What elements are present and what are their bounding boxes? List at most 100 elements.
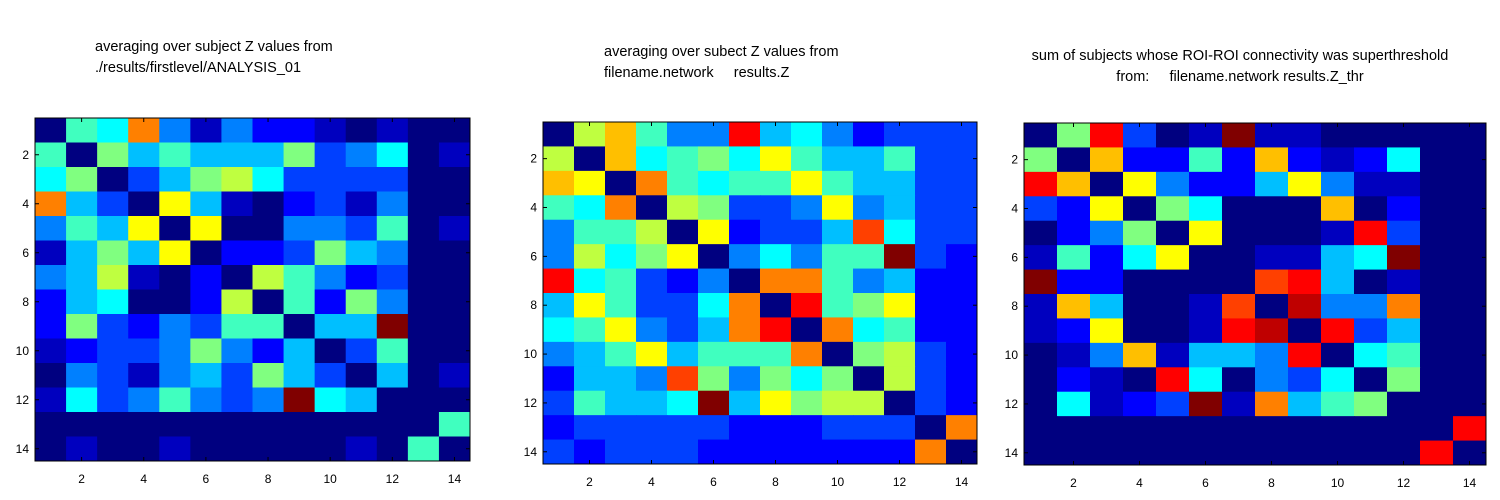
heatmap-cell-r7-c3 xyxy=(1090,269,1124,295)
heatmap-cell-r6-c4 xyxy=(1123,245,1157,271)
heatmap-cell-r3-c1 xyxy=(1024,171,1058,197)
heatmap-cell-r4-c1 xyxy=(543,195,575,221)
heatmap-cell-r2-c4 xyxy=(636,146,668,172)
heatmap-cell-r9-c6 xyxy=(1189,318,1223,344)
heatmap-cell-r13-c1 xyxy=(543,415,575,441)
heatmap-cell-r6-c4 xyxy=(128,240,160,266)
heatmap-cell-r5-c7 xyxy=(221,216,253,241)
heatmap-cell-r8-c3 xyxy=(1090,294,1124,319)
heatmap-cell-r2-c2 xyxy=(1057,147,1091,173)
heatmap-cell-r9-c7 xyxy=(1222,318,1256,344)
heatmap-cell-r4-c10 xyxy=(822,195,854,221)
heatmap-cell-r11-c7 xyxy=(221,363,253,388)
heatmap-cell-r12-c12 xyxy=(884,390,916,416)
heatmap-cell-r8-c12 xyxy=(376,289,409,315)
heatmap-cell-r5-c9 xyxy=(283,216,316,241)
heatmap-cell-r1-c4 xyxy=(636,122,668,147)
heatmap-cell-r14-c13 xyxy=(407,436,440,462)
heatmap-cell-r11-c1 xyxy=(35,363,67,388)
heatmap-cell-r2-c10 xyxy=(314,142,347,168)
heatmap-cell-r8-c8 xyxy=(1255,294,1289,319)
heatmap-cell-r1-c2 xyxy=(1057,123,1091,148)
heatmap-cell-r11-c2 xyxy=(66,363,98,388)
heatmap-cell-r1-c4 xyxy=(128,118,160,143)
heatmap-cell-r5-c9 xyxy=(1288,220,1322,246)
heatmap-cell-r10-c5 xyxy=(1156,342,1190,368)
x-tick-label: 6 xyxy=(710,475,717,489)
heatmap-cell-r7-c6 xyxy=(698,268,730,294)
heatmap-cell-r1-c14 xyxy=(438,118,471,143)
heatmap-cell-r7-c9 xyxy=(1288,269,1322,295)
heatmap-cell-r12-c2 xyxy=(1057,391,1091,417)
heatmap-cell-r3-c4 xyxy=(128,167,160,192)
heatmap-cell-r3-c13 xyxy=(1420,171,1454,197)
heatmap-cell-r3-c12 xyxy=(884,170,916,196)
heatmap-cell-r14-c1 xyxy=(1024,440,1058,466)
heatmap-cell-r1-c7 xyxy=(221,118,253,143)
heatmap-cell-r10-c8 xyxy=(760,341,792,367)
heatmap-cell-r7-c12 xyxy=(1387,269,1421,295)
heatmap-cell-r3-c10 xyxy=(822,170,854,196)
heatmap-cell-r13-c12 xyxy=(376,412,409,437)
heatmap-cell-r2-c3 xyxy=(97,142,129,168)
heatmap-cell-r5-c11 xyxy=(1354,220,1388,246)
heatmap-cell-r6-c6 xyxy=(1189,245,1223,271)
heatmap-cell-r9-c12 xyxy=(376,314,409,339)
heatmap-cell-r12-c14 xyxy=(438,387,471,413)
heatmap-cell-r2-c6 xyxy=(698,146,730,172)
heatmap-cell-r7-c10 xyxy=(1321,269,1355,295)
heatmap-cell-r14-c11 xyxy=(345,436,378,462)
heatmap-cell-r2-c8 xyxy=(760,146,792,172)
heatmap-cell-r10-c13 xyxy=(1420,342,1454,368)
heatmap-cell-r6-c13 xyxy=(407,240,440,266)
heatmap-cell-r12-c14 xyxy=(946,390,978,416)
heatmap-cell-r4-c9 xyxy=(283,191,316,217)
heatmap-cell-r12-c14 xyxy=(1453,391,1487,417)
heatmap-cell-r2-c4 xyxy=(1123,147,1157,173)
y-tick-label: 2 xyxy=(22,148,29,162)
heatmap-cell-r7-c2 xyxy=(1057,269,1091,295)
heatmap-cell-r1-c10 xyxy=(314,118,347,143)
heatmap-cell-r14-c11 xyxy=(853,439,885,465)
heatmap-cell-r5-c12 xyxy=(376,216,409,241)
heatmap-cell-r4-c12 xyxy=(884,195,916,221)
heatmap-cell-r8-c9 xyxy=(1288,294,1322,319)
heatmap-cell-r1-c14 xyxy=(1453,123,1487,148)
heatmap-cell-r9-c11 xyxy=(1354,318,1388,344)
heatmap-cell-r6-c12 xyxy=(884,244,916,270)
heatmap-cell-r2-c3 xyxy=(605,146,637,172)
heatmap-cell-r10-c8 xyxy=(1255,342,1289,368)
x-tick-label: 2 xyxy=(1070,476,1077,490)
heatmap-cell-r2-c14 xyxy=(438,142,471,168)
heatmap-cell-r5-c10 xyxy=(1321,220,1355,246)
heatmap-cell-r9-c9 xyxy=(1288,318,1322,344)
heatmap-cell-r7-c4 xyxy=(1123,269,1157,295)
heatmap-cell-r11-c13 xyxy=(915,366,947,392)
heatmap-cell-r1-c3 xyxy=(97,118,129,143)
heatmap-cell-r9-c6 xyxy=(190,314,222,339)
heatmap-cell-r6-c1 xyxy=(1024,245,1058,271)
heatmap-cell-r11-c9 xyxy=(791,366,823,392)
heatmap-cell-r8-c10 xyxy=(822,293,854,318)
heatmap-cell-r9-c10 xyxy=(1321,318,1355,344)
heatmap-cell-r4-c6 xyxy=(190,191,222,217)
heatmap-cell-r12-c10 xyxy=(314,387,347,413)
heatmap-cell-r1-c7 xyxy=(1222,123,1256,148)
heatmap-cell-r8-c3 xyxy=(605,293,637,318)
heatmap-cell-r4-c14 xyxy=(438,191,471,217)
heatmap-cell-r3-c8 xyxy=(252,167,285,192)
heatmap-cell-r11-c6 xyxy=(190,363,222,388)
heatmap-cell-r14-c11 xyxy=(1354,440,1388,466)
heatmap-cell-r8-c7 xyxy=(221,289,253,315)
heatmap-cell-r5-c13 xyxy=(915,219,947,245)
heatmap-cell-r8-c14 xyxy=(946,293,978,318)
heatmap-cell-r8-c6 xyxy=(1189,294,1223,319)
heatmap-cell-r6-c12 xyxy=(376,240,409,266)
heatmap-cell-r6-c13 xyxy=(1420,245,1454,271)
heatmap-cell-r13-c8 xyxy=(760,415,792,441)
heatmap-cell-r6-c2 xyxy=(66,240,98,266)
x-tick-label: 10 xyxy=(831,475,845,489)
heatmap-cell-r7-c10 xyxy=(314,265,347,290)
x-tick-label: 10 xyxy=(1331,476,1345,490)
x-tick-label: 8 xyxy=(265,472,272,486)
